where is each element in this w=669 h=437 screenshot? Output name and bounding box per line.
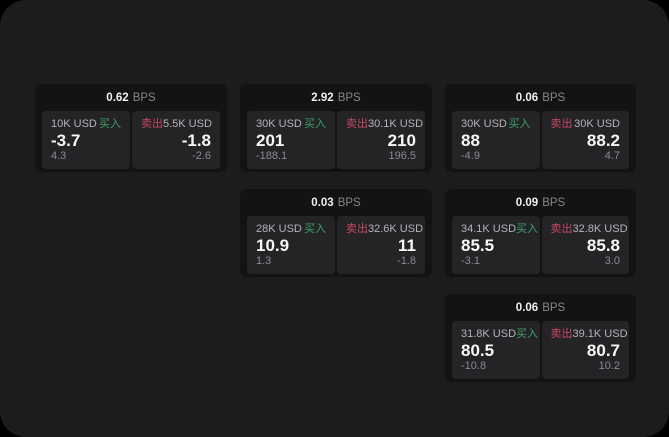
bps-value: 0.09 (515, 197, 539, 209)
sell-label: 卖出 (346, 223, 368, 235)
bps-value: 0.06 (515, 92, 539, 104)
buy-delta: -188.1 (256, 150, 288, 162)
sell-notional: 5.5K USD (163, 118, 212, 130)
buy-notional: 31.8K USD (461, 328, 517, 340)
bps-value: 0.03 (311, 197, 334, 209)
buy-delta: -4.9 (461, 150, 480, 162)
buy-notional: 34.1K USD (461, 223, 517, 235)
sell-notional: 30K USD (574, 118, 620, 130)
card-header: 0.62 BPS (42, 90, 220, 107)
buy-notional: 10K USD (51, 118, 97, 130)
buy-delta: 1.3 (256, 255, 272, 267)
buy-panel[interactable]: 28K USD 买入 10.9 1.3 (247, 216, 335, 274)
sell-delta: 196.5 (388, 150, 416, 162)
buy-label: 买入 (516, 223, 539, 235)
sell-label: 卖出 (550, 223, 573, 235)
buy-price: 88 (461, 131, 480, 150)
bps-value: 0.62 (106, 92, 129, 104)
sell-panel[interactable]: 卖出 5.5K USD -1.8 -2.6 (132, 111, 220, 169)
buy-delta: -10.8 (461, 360, 487, 372)
bps-unit: BPS (132, 92, 156, 104)
bps-unit: BPS (337, 92, 361, 104)
sell-panel[interactable]: 卖出 32.6K USD 11 -1.8 (337, 216, 425, 274)
quote-card: 0.06 BPS 30K USD 买入 88 -4.9 卖出 30K USD 88.2… (445, 84, 636, 172)
sell-delta: 3.0 (604, 255, 620, 267)
sell-delta: -2.6 (192, 150, 211, 162)
buy-label: 买入 (99, 118, 121, 130)
quote-card: 0.03 BPS 28K USD 买入 10.9 1.3 卖出 32.6K USD 1… (240, 189, 432, 277)
card-header: 0.03 BPS (247, 195, 425, 212)
buy-price: 10.9 (256, 236, 290, 255)
sell-panel[interactable]: 卖出 39.1K USD 80.7 10.2 (541, 321, 629, 379)
bps-unit: BPS (337, 197, 361, 209)
card-header: 0.06 BPS (452, 300, 629, 317)
quote-card: 0.62 BPS 10K USD 买入 -3.7 4.3 卖出 5.5K USD -1… (35, 84, 227, 172)
bps-value: 2.92 (311, 92, 334, 104)
sell-label: 卖出 (550, 118, 573, 130)
sell-label: 卖出 (141, 118, 163, 130)
quote-card: 0.09 BPS 34.1K USD 买入 85.5 -3.1 卖出 32.8K US… (445, 189, 636, 277)
buy-panel[interactable]: 31.8K USD 买入 80.5 -10.8 (452, 321, 540, 379)
buy-label: 买入 (516, 328, 539, 340)
card-header: 2.92 BPS (247, 90, 425, 107)
sell-price: 80.7 (586, 341, 620, 360)
bps-value: 0.06 (515, 302, 539, 314)
buy-label: 买入 (304, 223, 326, 235)
sell-notional: 32.8K USD (572, 223, 628, 235)
sell-price: 210 (387, 131, 416, 150)
sell-panel[interactable]: 卖出 32.8K USD 85.8 3.0 (541, 216, 629, 274)
buy-label: 买入 (508, 118, 531, 130)
sell-label: 卖出 (550, 328, 573, 340)
buy-price: 85.5 (461, 236, 495, 255)
buy-notional: 30K USD (461, 118, 507, 130)
sell-panel[interactable]: 卖出 30.1K USD 210 196.5 (337, 111, 425, 169)
quote-card: 2.92 BPS 30K USD 买入 201 -188.1 卖出 30.1K USD… (240, 84, 432, 172)
buy-delta: 4.3 (51, 150, 67, 162)
sell-panel[interactable]: 卖出 30K USD 88.2 4.7 (541, 111, 629, 169)
bps-unit: BPS (542, 302, 566, 314)
pricing-board: 0.62 BPS 10K USD 买入 -3.7 4.3 卖出 5.5K USD -1… (35, 84, 636, 382)
buy-delta: -3.1 (461, 255, 480, 267)
bps-unit: BPS (542, 197, 566, 209)
sell-delta: 10.2 (598, 360, 620, 372)
sell-price: 88.2 (586, 131, 620, 150)
sell-notional: 30.1K USD (368, 118, 424, 130)
sell-notional: 39.1K USD (572, 328, 628, 340)
sell-price: 85.8 (586, 236, 620, 255)
quote-card: 0.06 BPS 31.8K USD 买入 80.5 -10.8 卖出 39.1K U… (445, 294, 636, 382)
buy-panel[interactable]: 10K USD 买入 -3.7 4.3 (42, 111, 130, 169)
sell-delta: 4.7 (604, 150, 620, 162)
buy-price: 80.5 (461, 341, 495, 360)
buy-notional: 30K USD (256, 118, 302, 130)
sell-label: 卖出 (346, 118, 368, 130)
buy-panel[interactable]: 34.1K USD 买入 85.5 -3.1 (452, 216, 540, 274)
bps-unit: BPS (542, 92, 566, 104)
sell-delta: -1.8 (397, 255, 416, 267)
sell-notional: 32.6K USD (368, 223, 424, 235)
sell-price: 11 (398, 236, 416, 255)
card-header: 0.06 BPS (452, 90, 629, 107)
buy-price: 201 (256, 131, 285, 150)
buy-price: -3.7 (51, 131, 81, 150)
buy-panel[interactable]: 30K USD 买入 201 -188.1 (247, 111, 335, 169)
sell-price: -1.8 (181, 131, 211, 150)
buy-panel[interactable]: 30K USD 买入 88 -4.9 (452, 111, 540, 169)
card-header: 0.09 BPS (452, 195, 629, 212)
buy-notional: 28K USD (256, 223, 302, 235)
buy-label: 买入 (304, 118, 326, 130)
